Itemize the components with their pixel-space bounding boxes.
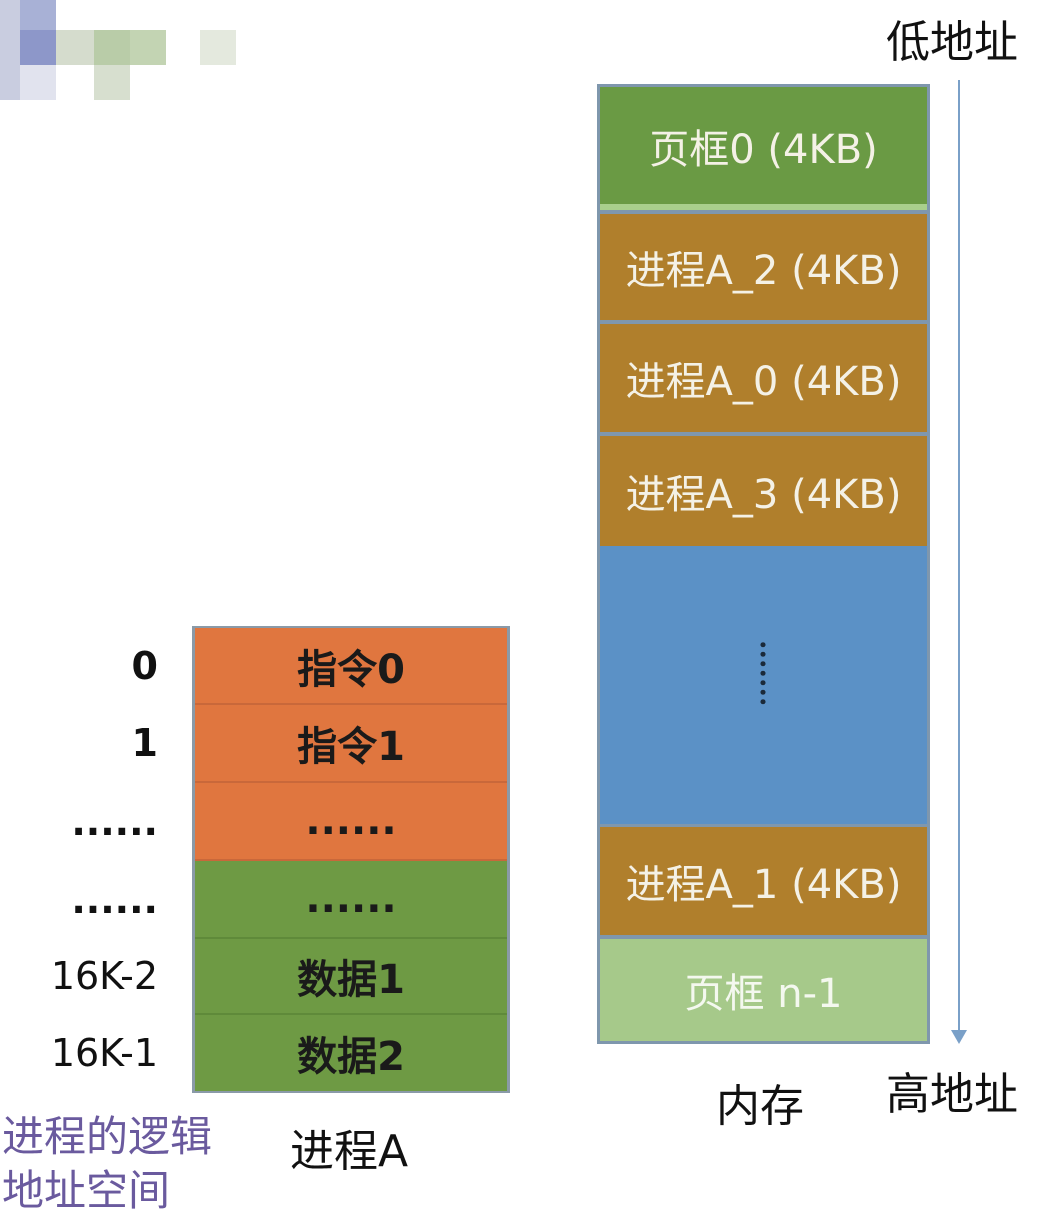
- process-cell: 数据2: [195, 1015, 507, 1091]
- memory-frame: 进程A_3 (4KB): [600, 436, 927, 546]
- caption-line: 地址空间: [2, 1166, 171, 1215]
- address-arrow: [958, 80, 960, 1034]
- memory-frame: 进程A_1 (4KB): [600, 827, 927, 935]
- address-label: 16K-1: [50, 1031, 158, 1075]
- memory-name: 内存: [716, 1081, 804, 1132]
- process-cell: ......: [195, 861, 507, 939]
- memory-frame: 进程A_0 (4KB): [600, 324, 927, 432]
- address-label: 16K-2: [50, 954, 158, 998]
- memory-frame: 进程A_2 (4KB): [600, 214, 927, 320]
- address-label: 1: [131, 721, 158, 765]
- process-cell: 指令0: [195, 628, 507, 705]
- address-label: 0: [131, 644, 158, 688]
- process-cell: 指令1: [195, 705, 507, 783]
- process-address-space: 指令0 指令1 ...... ...... 数据1 数据2: [192, 626, 510, 1093]
- memory-column: 页框0 (4KB) 进程A_2 (4KB) 进程A_0 (4KB) 进程A_3 …: [597, 84, 930, 1044]
- process-name: 进程A: [290, 1126, 409, 1177]
- memory-frame: 页框0 (4KB): [600, 87, 927, 204]
- high-address-label: 高地址: [886, 1069, 1018, 1120]
- address-label: ......: [71, 878, 158, 922]
- low-address-label: 低地址: [886, 17, 1018, 68]
- memory-frame: 页框 n-1: [600, 939, 927, 1041]
- process-cell: ......: [195, 783, 507, 861]
- caption-line: 进程的逻辑: [2, 1112, 213, 1161]
- logo: [0, 0, 250, 100]
- address-label: ......: [71, 800, 158, 844]
- arrow-down-icon: [951, 1030, 967, 1044]
- process-cell: 数据1: [195, 939, 507, 1015]
- logical-space-caption: 进程的逻辑 地址空间: [2, 1110, 212, 1218]
- ellipsis-dots: [760, 640, 766, 706]
